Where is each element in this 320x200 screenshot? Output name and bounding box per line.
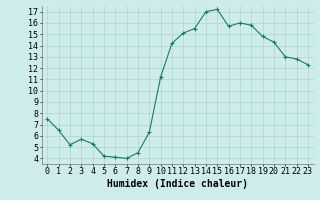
X-axis label: Humidex (Indice chaleur): Humidex (Indice chaleur) <box>107 179 248 189</box>
